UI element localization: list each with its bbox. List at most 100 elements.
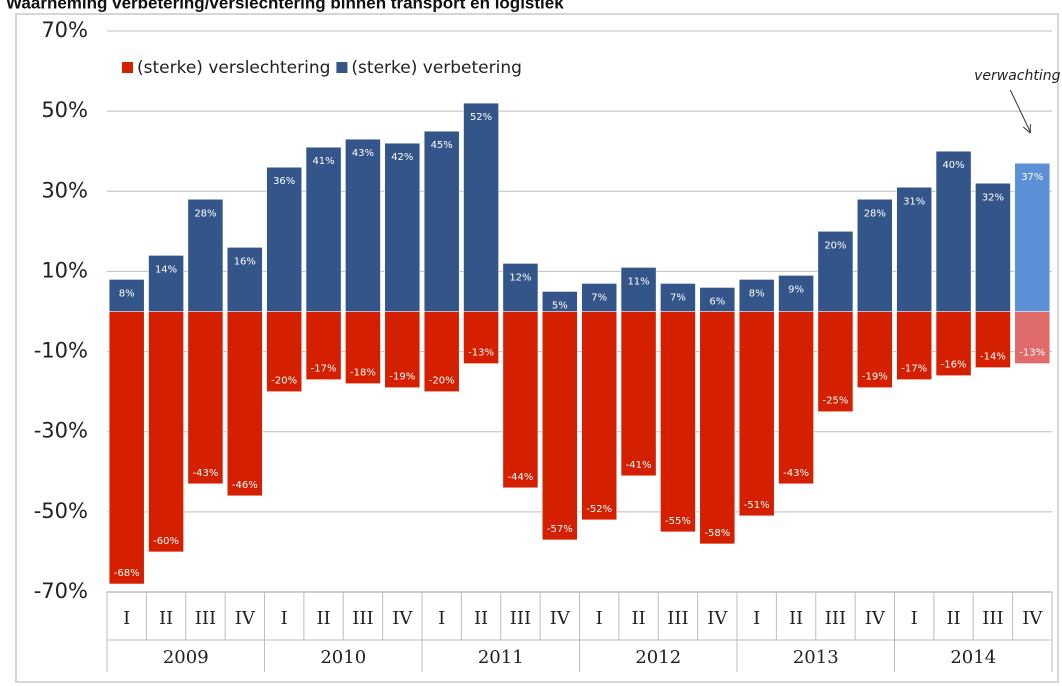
- y-tick-label: -70%: [34, 579, 88, 603]
- value-label: 37%: [1021, 172, 1043, 183]
- value-label: 41%: [312, 156, 334, 167]
- group-label: 2013: [793, 647, 839, 668]
- bar: [581, 283, 617, 312]
- x-tick-label: III: [510, 608, 531, 629]
- bar: [423, 311, 460, 392]
- x-tick-label: III: [195, 608, 216, 629]
- value-label: 28%: [864, 208, 886, 219]
- bar: [187, 311, 224, 485]
- x-tick-label: IV: [235, 608, 256, 629]
- group-label: 2014: [950, 647, 996, 668]
- bar: [660, 283, 696, 312]
- value-label: 14%: [155, 264, 177, 275]
- annotation-arrowhead: [1022, 124, 1031, 134]
- value-label: 8%: [119, 288, 135, 299]
- value-label: -51%: [744, 500, 770, 511]
- value-label: -17%: [311, 364, 337, 375]
- bar: [975, 183, 1011, 312]
- bar: [542, 311, 578, 541]
- annotation-arrow: [1009, 89, 1031, 133]
- x-tick-label: IV: [550, 608, 571, 629]
- bar: [1014, 311, 1051, 364]
- bar: [345, 311, 381, 384]
- value-label: -58%: [704, 528, 730, 539]
- value-label: -17%: [901, 364, 927, 375]
- x-tick-label: IV: [707, 608, 728, 629]
- value-label: -52%: [586, 504, 612, 515]
- bar: [817, 311, 854, 412]
- value-label: -19%: [862, 372, 888, 383]
- y-tick-label: -50%: [34, 499, 88, 523]
- x-tick-label: IV: [392, 608, 413, 629]
- y-tick-label: 70%: [41, 18, 88, 42]
- bar: [305, 311, 342, 380]
- group-label: 2011: [478, 647, 524, 668]
- x-tick-label: IV: [1022, 608, 1043, 629]
- value-label: 7%: [670, 292, 686, 303]
- value-label: -19%: [389, 372, 415, 383]
- value-label: 42%: [391, 152, 413, 163]
- bar: [384, 311, 421, 388]
- value-label: -44%: [508, 472, 534, 483]
- bar: [345, 138, 381, 312]
- x-tick-label: II: [316, 608, 330, 629]
- value-label: 40%: [942, 160, 964, 171]
- bar: [975, 311, 1011, 368]
- value-label: 5%: [552, 300, 568, 311]
- bar: [699, 311, 736, 545]
- value-label: 7%: [591, 292, 607, 303]
- y-tick-label: 50%: [41, 98, 88, 122]
- bar: [463, 311, 499, 364]
- value-label: -46%: [232, 480, 258, 491]
- value-label: -68%: [114, 568, 140, 579]
- bar: [227, 311, 263, 497]
- value-label: -13%: [468, 348, 494, 359]
- chart-title: Waarneming verbetering/verslechtering bi…: [6, 0, 564, 12]
- x-tick-label: II: [159, 608, 173, 629]
- bar: [305, 146, 342, 312]
- bar: [738, 311, 775, 517]
- x-tick-label: III: [667, 608, 688, 629]
- bar: [148, 311, 184, 553]
- bar: [502, 263, 539, 312]
- bar: [857, 199, 893, 312]
- value-label: 8%: [749, 288, 765, 299]
- x-tick-label: IV: [865, 608, 886, 629]
- x-tick-label: III: [352, 608, 373, 629]
- value-label: 28%: [194, 208, 216, 219]
- bar: [935, 311, 972, 376]
- value-label: 6%: [709, 296, 725, 307]
- bar: [738, 279, 775, 312]
- value-label: -41%: [626, 460, 652, 471]
- bar: [660, 311, 696, 533]
- y-tick-label: -30%: [34, 419, 88, 443]
- legend-swatch: [122, 62, 133, 73]
- value-label: -18%: [350, 368, 376, 379]
- value-label: -25%: [823, 396, 849, 407]
- legend-swatch: [336, 62, 348, 73]
- bar: [620, 311, 657, 477]
- bar: [108, 311, 145, 585]
- bar: [108, 279, 145, 312]
- bar: [778, 275, 814, 312]
- bar: [542, 291, 578, 312]
- y-tick-label: 30%: [41, 178, 88, 202]
- bar: [620, 267, 657, 312]
- x-tick-label: III: [825, 608, 846, 629]
- bar: [384, 142, 421, 312]
- value-label: -57%: [547, 524, 573, 535]
- x-tick-label: I: [596, 608, 603, 629]
- value-label: -14%: [980, 352, 1006, 363]
- bar: [896, 187, 932, 312]
- value-label: -13%: [1019, 348, 1045, 359]
- bar: [817, 231, 854, 312]
- x-tick-label: I: [281, 608, 288, 629]
- value-label: 31%: [903, 196, 925, 207]
- value-label: 36%: [273, 176, 295, 187]
- x-tick-label: III: [982, 608, 1003, 629]
- legend-label: (sterke) verbetering: [351, 58, 522, 78]
- bar: [699, 287, 736, 312]
- group-label: 2009: [163, 647, 209, 668]
- value-label: 43%: [352, 148, 374, 159]
